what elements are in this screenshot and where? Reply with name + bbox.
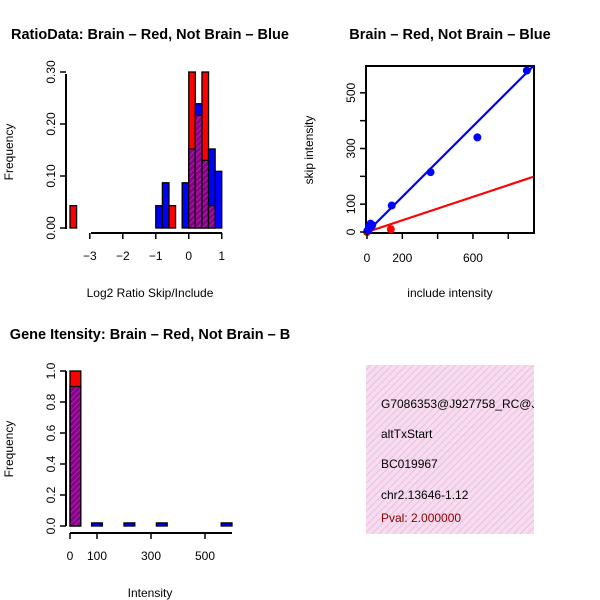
ratio-x-label: Log2 Ratio Skip/Include: [87, 286, 214, 300]
intensity-bar: [123, 522, 136, 527]
ratio-chart-title: RatioData: Brain – Red, Not Brain – Blue: [11, 27, 289, 43]
scatter-y-tick-label: 100: [344, 194, 358, 214]
intensity-overlap-bar: [69, 385, 82, 527]
scatter-point-blue: [522, 66, 531, 75]
scatter-y-tick-label: 500: [344, 83, 358, 103]
intensity-histogram-panel: Gene Itensity: Brain – Red, Not Brain – …: [2, 327, 290, 600]
info-locus: chr2.13646-1.12: [381, 488, 469, 502]
intensity-y-tick-label: 1.0: [44, 362, 58, 379]
intensity-y-tick-label: 0.8: [44, 393, 58, 410]
scatter-x-label: include intensity: [407, 286, 492, 300]
intensity-y-tick-label: 0.4: [44, 455, 58, 472]
info-event-type: altTxStart: [381, 427, 433, 441]
ratio-histogram-panel: RatioData: Brain – Red, Not Brain – Blue…: [2, 27, 289, 300]
intensity-x-label: Intensity: [128, 586, 173, 600]
ratio-overlap-bar: [194, 114, 203, 229]
ratio-bar: [69, 204, 78, 229]
info-accession: BC019967: [381, 457, 438, 471]
ratio-ticks: 0.00 0.10 0.20 0.30 −3 −2 −1 0 1: [44, 60, 225, 263]
scatter-y-tick-label: 300: [344, 138, 358, 158]
intensity-scatter-panel: Brain – Red, Not Brain – Blue 0 100 300 500…: [302, 27, 551, 300]
intensity-bar: [155, 522, 168, 527]
ratio-bar: [214, 170, 223, 229]
ratio-overlap-bar: [188, 148, 197, 229]
ratio-bar: [155, 204, 164, 229]
ratio-x-tick-label: −1: [149, 249, 163, 263]
scatter-point-blue: [387, 201, 396, 210]
ratio-bar: [161, 182, 170, 229]
scatter-chart-title: Brain – Red, Not Brain – Blue: [349, 27, 550, 43]
info-junction-id: G7086353@J927758_RC@J927759_RC: [381, 397, 600, 411]
ratio-y-tick-label: 0.30: [44, 60, 58, 84]
scatter-ticks: 0 100 300 500 0 200 600: [344, 83, 510, 265]
ratio-x-tick-label: −3: [83, 249, 97, 263]
scatter-plot-box: [365, 65, 535, 234]
intensity-y-tick-label: 0.6: [44, 424, 58, 441]
ratio-bars: [69, 71, 223, 229]
scatter-x-tick-label: 0: [364, 251, 371, 265]
intensity-x-tick-label: 100: [87, 549, 107, 563]
scatter-y-label: skip intensity: [302, 116, 316, 185]
ratio-bar: [168, 204, 177, 229]
intensity-bar: [220, 522, 233, 527]
ratio-overlap-bar: [201, 159, 210, 229]
info-panel: G7086353@J927758_RC@J927759_RC altTxStar…: [366, 365, 600, 534]
intensity-chart-title: Gene Itensity: Brain – Red, Not Brain – …: [10, 327, 290, 343]
intensity-y-tick-label: 0.2: [44, 486, 58, 503]
ratio-bar: [181, 182, 190, 229]
ratio-y-tick-label: 0.20: [44, 112, 58, 136]
ratio-y-label: Frequency: [2, 124, 16, 181]
intensity-y-label: Frequency: [2, 421, 16, 478]
ratio-x-tick-label: 1: [218, 249, 225, 263]
scatter-point-blue: [473, 133, 482, 142]
scatter-point-red: [386, 225, 395, 234]
scatter-x-tick-label: 600: [463, 251, 483, 265]
intensity-x-tick-label: 300: [141, 549, 161, 563]
scatter-fit-line-red: [366, 175, 534, 234]
info-panel-background: [366, 365, 534, 534]
intensity-y-tick-label: 0.0: [44, 517, 58, 534]
scatter-point-blue: [368, 221, 377, 230]
ratio-x-tick-label: −2: [116, 249, 130, 263]
ratio-x-tick-label: 0: [185, 249, 192, 263]
ratio-overlap-bar: [207, 204, 216, 229]
intensity-bar: [90, 522, 104, 527]
info-pval: Pval: 2.000000: [381, 511, 461, 525]
intensity-x-tick-label: 0: [67, 549, 74, 563]
scatter-x-tick-label: 200: [392, 251, 412, 265]
ratio-y-tick-label: 0.10: [44, 164, 58, 188]
intensity-ticks: 0.0 0.2 0.4 0.6 0.8 1.0 0 100 300 500: [44, 362, 215, 563]
scatter-points: [363, 66, 531, 236]
ratio-y-tick-label: 0.00: [44, 216, 58, 240]
scatter-point-blue: [426, 168, 435, 177]
intensity-bars: [69, 370, 233, 527]
scatter-y-tick-label: 0: [344, 228, 358, 235]
intensity-x-tick-label: 500: [195, 549, 215, 563]
